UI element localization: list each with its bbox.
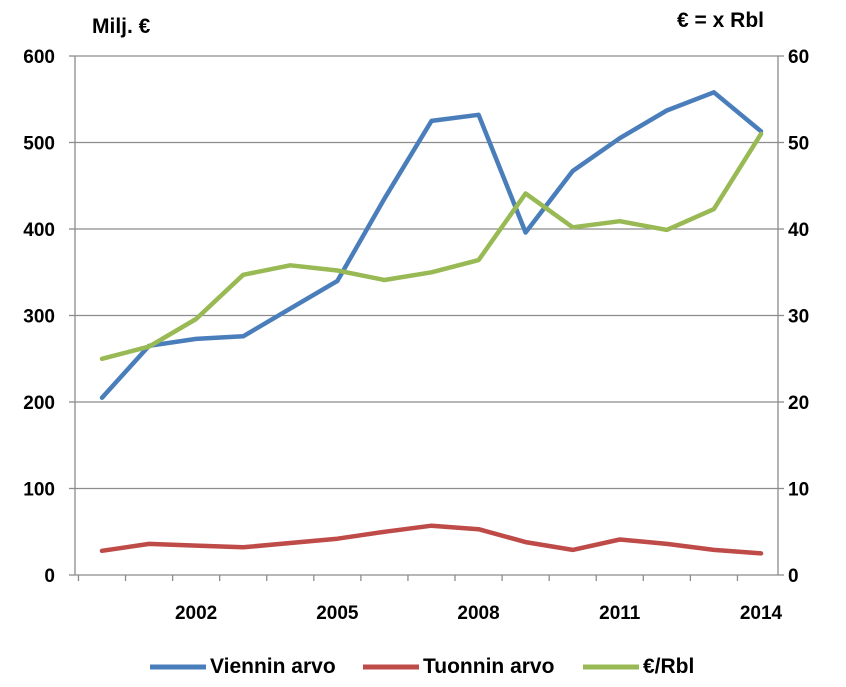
right-y-tick-label: 60 [788,47,809,68]
right-y-tick-label: 40 [788,220,809,241]
series-line-viennin-arvo [99,90,764,400]
left-y-tick-label: 300 [23,307,55,328]
right-axis-unit-label: € = x Rbl [677,9,764,32]
right-y-tick-label: 50 [788,134,809,155]
left-y-tick-label: 100 [23,480,55,501]
tick-labels: 0 100 200 300 400 500 600 0 10 20 30 40 50 60 2002 2005… [23,47,809,624]
legend-label: €/Rbl [643,655,694,678]
series-lines [99,90,764,556]
x-tick-label: 2002 [175,603,217,624]
legend-label: Viennin arvo [210,655,336,678]
left-y-tick-label: 200 [23,393,55,414]
right-y-tick-label: 30 [788,307,809,328]
x-tick-label: 2008 [457,603,499,624]
left-y-tick-label: 0 [44,566,55,587]
right-y-tick-label: 10 [788,480,809,501]
left-axis-unit-label: Milj. € [92,15,151,38]
left-y-tick-label: 400 [23,220,55,241]
right-y-tick-label: 0 [788,566,799,587]
right-y-tick-label: 20 [788,393,809,414]
gridlines [75,55,778,490]
legend: Viennin arvo Tuonnin arvo €/Rbl [150,655,694,678]
series-line-rbl [99,131,764,362]
x-tick-label: 2011 [599,603,641,624]
x-tick-label: 2005 [316,603,359,624]
left-y-tick-label: 500 [23,134,55,155]
legend-label: Tuonnin arvo [423,655,554,678]
x-tick-label: 2014 [740,603,783,624]
axes [69,55,784,581]
series-line-tuonnin-arvo [99,523,764,556]
left-y-tick-label: 600 [23,47,55,68]
